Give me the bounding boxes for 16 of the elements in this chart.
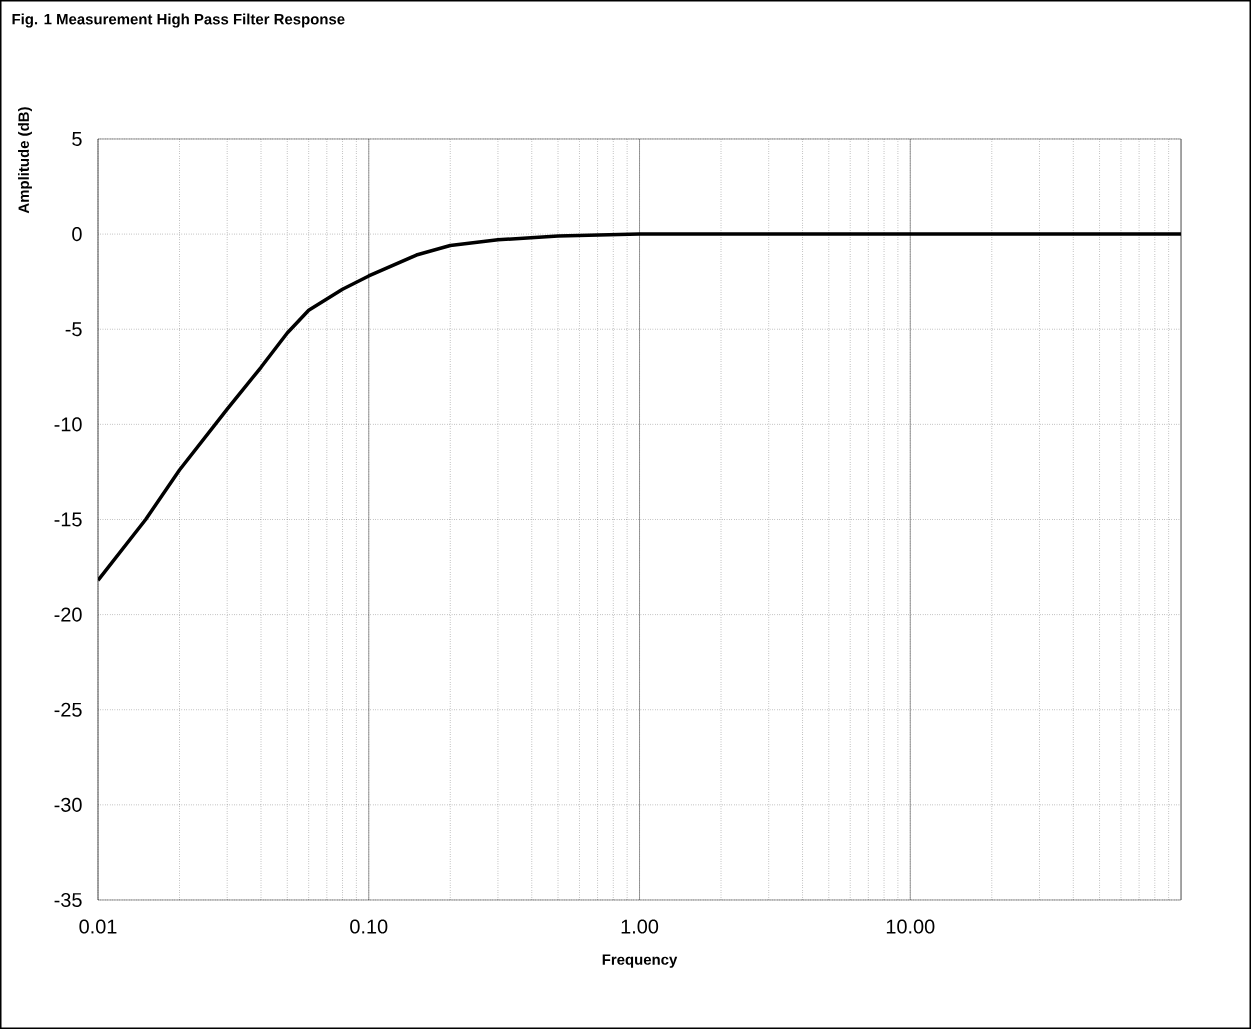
y-tick-label: 5 [72, 132, 82, 146]
x-tick-label: 10.00 [886, 919, 935, 934]
x-tick-label: 0.10 [350, 919, 388, 934]
y-tick-label: -15 [54, 512, 82, 527]
x-tick-label: 1.00 [621, 919, 659, 934]
y-axis-title: Amplitude (dB) [18, 107, 32, 214]
y-tick-label: -5 [65, 322, 82, 337]
y-tick-label: -35 [54, 892, 82, 908]
x-tick-label: 0.01 [79, 919, 117, 934]
y-tick-label: -30 [54, 797, 82, 812]
chart-title: Fig. 1 Measurement High Pass Filter Response [12, 13, 345, 28]
y-tick-label: 0 [72, 227, 82, 242]
y-tick-label: -20 [54, 607, 82, 622]
y-tick-label: -10 [54, 417, 82, 432]
x-axis-title: Frequency [602, 954, 678, 968]
y-tick-label: -25 [54, 702, 82, 717]
